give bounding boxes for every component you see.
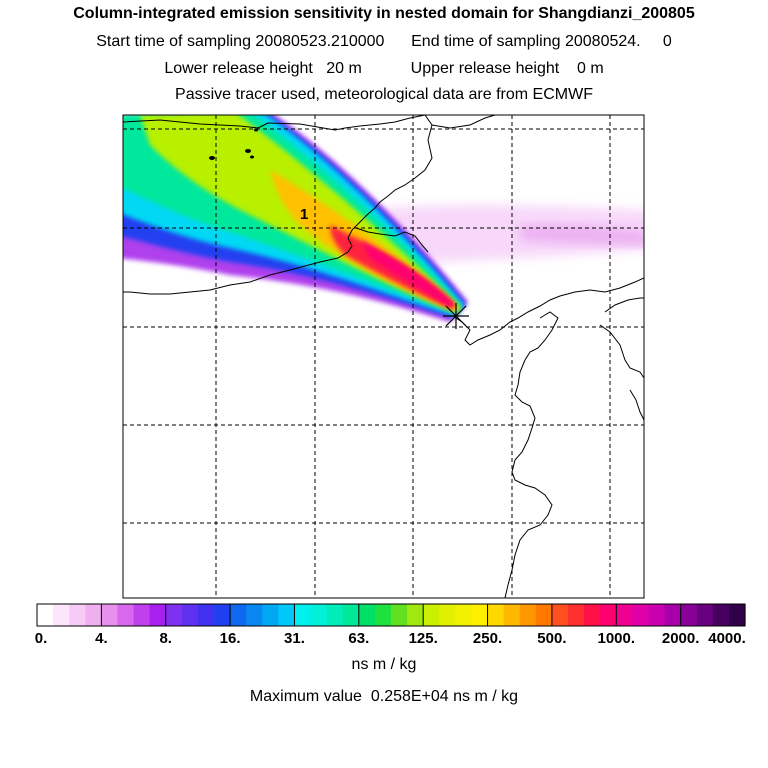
colorbar-swatch [326, 604, 344, 626]
colorbar-swatch [149, 604, 167, 626]
colorbar-swatch [246, 604, 263, 626]
colorbar-swatch [696, 604, 714, 626]
colorbar-swatch [616, 604, 633, 626]
plot-title: Column-integrated emission sensitivity i… [73, 5, 695, 22]
colorbar-swatch [535, 604, 553, 626]
colorbar-swatch [568, 604, 585, 626]
grid-lines [123, 115, 644, 598]
colorbar-swatch [294, 604, 312, 626]
colorbar-swatch [519, 604, 537, 626]
maximum-value-line: Maximum value 0.258E+04 ns m / kg [0, 688, 768, 706]
sampling-time-line: Start time of sampling 20080523.210000 E… [96, 33, 672, 50]
colorbar-swatch [728, 604, 746, 626]
colorbar-swatch [680, 604, 698, 626]
colorbar [36, 603, 746, 627]
colorbar-swatch [712, 604, 730, 626]
colorbar-swatch [439, 604, 456, 626]
colorbar-swatch [551, 604, 569, 626]
colorbar-swatch [69, 604, 86, 626]
colorbar-tick-label: 4. [95, 630, 108, 647]
tracer-info-line: Passive tracer used, meteorological data… [175, 86, 593, 103]
colorbar-swatch [101, 604, 119, 626]
colorbar-swatch [407, 604, 424, 626]
colorbar-swatch [117, 604, 135, 626]
release-height-line: Lower release height 20 m Upper release … [164, 60, 604, 77]
plume-magenta-core [360, 240, 454, 307]
colorbar-swatch [471, 604, 489, 626]
colorbar-tick-label: 1000. [597, 630, 636, 647]
colorbar-swatch [165, 604, 183, 626]
colorbar-swatch [648, 604, 666, 626]
emission-plume [123, 115, 644, 322]
colorbar-swatch [53, 604, 70, 626]
plume-east-core [520, 224, 644, 245]
colorbar-tick-label: 250. [472, 630, 503, 647]
colorbar-swatch [342, 604, 360, 626]
islands [209, 128, 258, 160]
colorbar-frame [36, 603, 746, 627]
colorbar-swatch [664, 604, 682, 626]
max-value-label: Maximum value [249, 688, 362, 705]
colorbar-swatch [37, 604, 54, 626]
plume-label-1: 1 [300, 206, 308, 223]
colorbar-tick-label: 8. [159, 630, 172, 647]
colorbar-swatch [358, 604, 376, 626]
max-value-number: 0.258E+04 [370, 688, 449, 705]
colorbar-swatch [230, 604, 247, 626]
max-value-unit: ns m / kg [453, 688, 519, 705]
colorbar-swatch [374, 604, 392, 626]
colorbar-swatch [197, 604, 215, 626]
colorbar-swatch [423, 604, 440, 626]
colorbar-unit-label: ns m / kg [351, 656, 417, 673]
colorbar-swatch [181, 604, 199, 626]
colorbar-swatch [632, 604, 650, 626]
colorbar-swatch [391, 604, 408, 626]
receptor-marker-icon [443, 303, 469, 329]
colorbar-tick-label: 2000. [661, 630, 700, 647]
colorbar-swatch [262, 604, 279, 626]
colorbar-tick-label: 31. [284, 630, 305, 647]
colorbar-tick-label: 125. [408, 630, 438, 647]
coastlines [123, 115, 644, 598]
colorbar-swatch [133, 604, 151, 626]
colorbar-swatch [85, 604, 102, 626]
colorbar-swatch [214, 604, 231, 626]
colorbar-swatch [455, 604, 473, 626]
colorbar-tick-label: 500. [537, 630, 567, 647]
colorbar-swatch [600, 604, 617, 626]
colorbar-swatch [584, 604, 601, 626]
colorbar-tick-label: 4000. [708, 630, 746, 647]
colorbar-tick-label: 63. [348, 630, 370, 647]
colorbar-tick-label: 16. [219, 630, 241, 647]
colorbar-swatch [310, 604, 328, 626]
colorbar-swatch [278, 604, 296, 626]
colorbar-tick-label: 0. [34, 630, 48, 647]
map-frame [122, 114, 645, 599]
colorbar-swatch [487, 604, 505, 626]
colorbar-swatch [503, 604, 521, 626]
